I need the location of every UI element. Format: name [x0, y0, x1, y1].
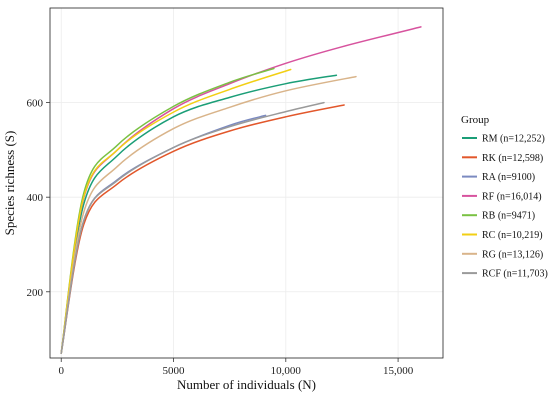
series-lines [60, 26, 422, 355]
x-tick-label: 15,000 [383, 365, 414, 377]
legend-label-rg: RG (n=13,126) [482, 249, 543, 260]
series-line-rb [60, 67, 275, 355]
series-line-rcf [60, 101, 325, 355]
legend-label-ra: RA (n=9100) [482, 172, 535, 183]
series-line-ra [60, 114, 267, 355]
x-tick-label: 5000 [163, 365, 186, 377]
axis-ticks: 0 5000 10,000 15,000 200 400 600 [27, 98, 414, 377]
y-tick-label: 200 [27, 287, 44, 299]
x-axis-title: Number of individuals (N) [177, 377, 316, 392]
legend-label-rf: RF (n=16,014) [482, 191, 542, 202]
series-line-rc [60, 68, 292, 355]
legend-title: Group [461, 114, 490, 126]
legend-label-rk: RK (n=12,598) [482, 153, 543, 164]
y-axis-title: Species richness (S) [2, 131, 17, 236]
x-tick-label: 10,000 [271, 365, 302, 377]
series-line-rm [60, 74, 338, 355]
series-line-rf [60, 26, 422, 355]
plot-frame [49, 7, 444, 359]
series-line-rg [60, 75, 357, 355]
grid [50, 8, 443, 358]
y-tick-label: 400 [27, 192, 44, 204]
legend-label-rc: RC (n=10,219) [482, 230, 543, 241]
series-line-rk [60, 104, 345, 355]
legend: Group RM (n=12,252) RK (n=12,598) RA (n=91… [461, 114, 548, 280]
legend-label-rm: RM (n=12,252) [482, 134, 545, 145]
legend-label-rcf: RCF (n=11,703) [482, 269, 548, 280]
y-tick-label: 600 [27, 98, 44, 110]
legend-label-rb: RB (n=9471) [482, 211, 535, 222]
x-tick-label: 0 [58, 365, 64, 377]
